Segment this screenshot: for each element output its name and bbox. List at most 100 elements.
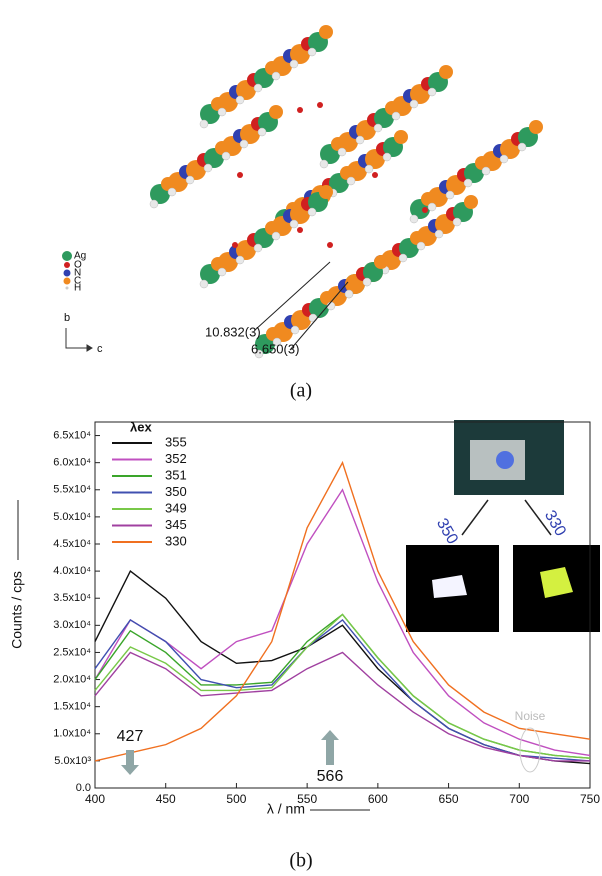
atom xyxy=(308,208,316,216)
inset: 350 330 xyxy=(406,420,600,632)
y-tick-label: 2.0x10⁴ xyxy=(53,673,91,685)
y-tick-label: 2.5x10⁴ xyxy=(53,646,91,658)
atom xyxy=(168,188,176,196)
water xyxy=(422,207,428,213)
atom xyxy=(464,179,472,187)
x-tick-label: 600 xyxy=(368,792,388,806)
atom xyxy=(308,48,316,56)
atom xyxy=(453,218,461,226)
atom xyxy=(394,130,408,144)
legend-label: 345 xyxy=(165,517,187,532)
atom xyxy=(338,148,346,156)
atom xyxy=(482,167,490,175)
water xyxy=(317,102,323,108)
distance-label: 10.832(3) xyxy=(205,324,261,339)
atom xyxy=(464,195,478,209)
annotation: 427 xyxy=(117,728,144,745)
y-tick-label: 3.5x10⁴ xyxy=(53,592,91,604)
atom xyxy=(327,302,335,310)
legend-dot xyxy=(64,262,70,268)
annotation: Noise xyxy=(515,709,546,723)
y-tick-label: 6.0x10⁴ xyxy=(53,457,91,469)
atom xyxy=(356,136,364,144)
water xyxy=(327,242,333,248)
atom xyxy=(383,153,391,161)
water xyxy=(297,107,303,113)
atom xyxy=(374,124,382,132)
atom xyxy=(410,100,418,108)
inset-label: 350 xyxy=(433,516,461,548)
element-legend: Ag O N C H xyxy=(62,251,86,294)
atom xyxy=(529,120,543,134)
atom xyxy=(410,215,418,223)
annotation-arrow xyxy=(321,730,339,765)
atom xyxy=(254,84,262,92)
legend-label: H xyxy=(74,283,81,294)
water xyxy=(372,172,378,178)
x-tick-label: 400 xyxy=(85,792,105,806)
distance-label: 6.650(3) xyxy=(251,341,299,356)
legend-label: 350 xyxy=(165,484,187,499)
atom xyxy=(417,242,425,250)
axes-indicator xyxy=(66,328,92,351)
legend-dot xyxy=(62,251,72,261)
legend-dot xyxy=(64,278,71,285)
atom xyxy=(399,254,407,262)
atom xyxy=(291,326,299,334)
y-axis-label: Counts / cps xyxy=(9,571,25,649)
atom xyxy=(200,280,208,288)
atom xyxy=(518,143,526,151)
series-line xyxy=(95,652,590,760)
atom xyxy=(320,160,328,168)
atom xyxy=(150,200,158,208)
atom xyxy=(186,176,194,184)
legend-label: 349 xyxy=(165,500,187,515)
series-line xyxy=(95,620,590,761)
atom xyxy=(392,112,400,120)
crystal-structure xyxy=(150,25,543,358)
atom xyxy=(240,140,248,148)
water xyxy=(232,242,238,248)
series-line xyxy=(95,614,590,758)
atom xyxy=(272,232,280,240)
atom xyxy=(345,290,353,298)
legend-label: 351 xyxy=(165,467,187,482)
atom xyxy=(365,165,373,173)
x-tick-label: 750 xyxy=(580,792,600,806)
y-tick-label: 4.5x10⁴ xyxy=(53,538,91,550)
atom xyxy=(272,72,280,80)
annotation: 566 xyxy=(317,768,344,785)
atom xyxy=(236,96,244,104)
inset-label: 330 xyxy=(541,508,569,540)
atom xyxy=(446,191,454,199)
x-tick-label: 500 xyxy=(226,792,246,806)
atom xyxy=(500,155,508,163)
legend-dot xyxy=(66,287,69,290)
series-line xyxy=(95,614,590,758)
atom xyxy=(319,25,333,39)
caption: (b) xyxy=(289,850,312,872)
atom xyxy=(200,120,208,128)
x-tick-label: 700 xyxy=(509,792,529,806)
x-tick-label: 650 xyxy=(439,792,459,806)
axis-arrow xyxy=(66,328,92,348)
atom xyxy=(428,88,436,96)
atom xyxy=(439,65,453,79)
legend-title: λex xyxy=(130,419,152,434)
caption: (a) xyxy=(290,380,312,402)
y-tick-label: 5.0x10⁴ xyxy=(53,511,91,523)
legend-label: 355 xyxy=(165,434,187,449)
atom xyxy=(258,128,266,136)
legend-label: 352 xyxy=(165,451,187,466)
atom xyxy=(435,230,443,238)
instrument-light xyxy=(496,451,514,469)
y-tick-label: 6.5x10⁴ xyxy=(53,429,91,441)
arrowhead xyxy=(87,345,92,351)
y-tick-label: 5.5x10⁴ xyxy=(53,484,91,496)
water xyxy=(297,227,303,233)
atom xyxy=(236,256,244,264)
axis-b: b xyxy=(64,312,70,324)
atom xyxy=(374,255,388,269)
inset-arrow xyxy=(462,500,488,535)
y-tick-label: 3.0x10⁴ xyxy=(53,619,91,631)
